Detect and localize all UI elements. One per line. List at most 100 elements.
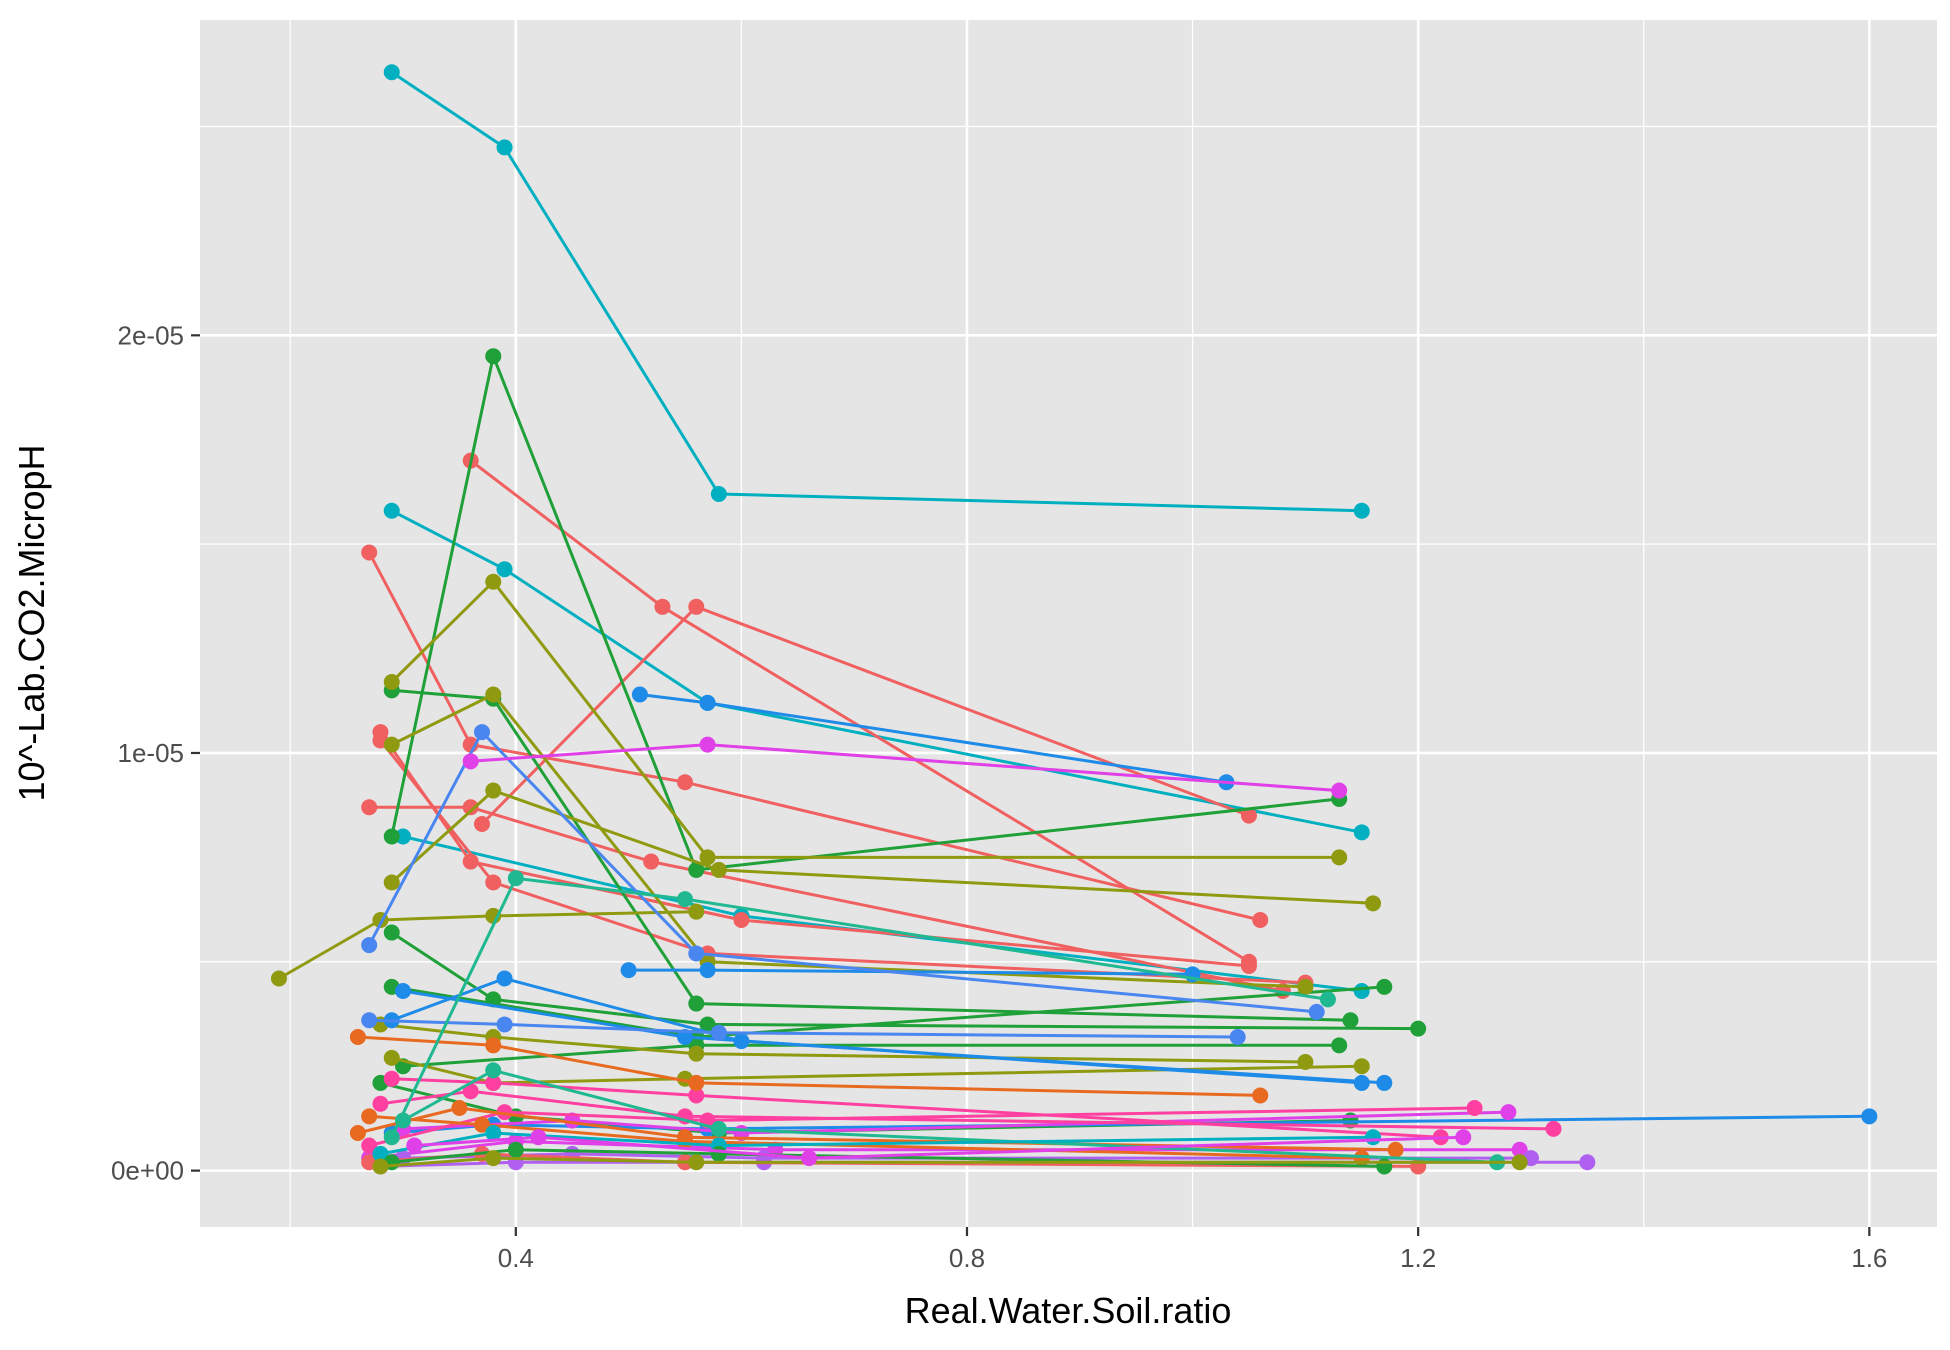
data-point	[496, 139, 513, 156]
data-point	[462, 853, 479, 870]
series-38	[349, 1028, 1269, 1104]
series-line	[390, 580, 1340, 859]
series-line	[391, 693, 1306, 989]
data-point	[1376, 1074, 1393, 1091]
data-point	[383, 1129, 400, 1146]
data-point	[688, 1045, 705, 1062]
series-16	[383, 573, 1348, 866]
data-point	[485, 686, 502, 703]
data-point	[383, 736, 400, 753]
data-point	[372, 1158, 389, 1175]
series-line	[391, 1056, 1362, 1085]
data-point	[383, 1049, 400, 1066]
data-point	[1511, 1154, 1528, 1171]
series-6	[473, 598, 1257, 832]
data-point	[395, 828, 412, 845]
series-layer	[270, 64, 1878, 1175]
data-point	[699, 962, 716, 979]
y-tick-label: 1e-05	[118, 738, 185, 768]
data-point	[1319, 991, 1336, 1008]
data-point	[372, 724, 389, 741]
data-point	[496, 1104, 513, 1121]
series-41	[383, 870, 1336, 1146]
series-23	[620, 962, 1201, 983]
data-point	[1353, 1074, 1370, 1091]
data-point	[1365, 895, 1382, 912]
series-line	[390, 931, 1419, 1031]
data-point	[383, 874, 400, 891]
series-line	[390, 354, 1340, 872]
data-point	[1353, 1058, 1370, 1075]
data-point	[1252, 1087, 1269, 1104]
data-point	[530, 1129, 547, 1146]
series-line	[357, 1035, 1261, 1097]
data-point	[395, 1112, 412, 1129]
data-point	[485, 1037, 502, 1054]
series-1	[383, 64, 1370, 519]
data-point	[688, 1154, 705, 1171]
data-point	[1240, 807, 1257, 824]
y-axis: 0e+00 1e-05 2e-05	[111, 320, 200, 1186]
data-point	[270, 970, 287, 987]
data-point	[710, 486, 727, 503]
data-point	[1252, 912, 1269, 929]
y-tick-label: 2e-05	[118, 320, 185, 350]
data-point	[1353, 502, 1370, 519]
data-point	[507, 870, 524, 887]
data-point	[485, 1074, 502, 1091]
x-tick-label: 0.4	[498, 1243, 534, 1273]
data-point	[733, 912, 750, 929]
data-point	[1365, 1129, 1382, 1146]
data-point	[1376, 978, 1393, 995]
series-line	[402, 1068, 1498, 1164]
data-point	[643, 853, 660, 870]
x-axis-title: Real.Water.Soil.ratio	[905, 1290, 1232, 1331]
data-point	[1353, 824, 1370, 841]
data-point	[361, 1012, 378, 1029]
series-line	[391, 1077, 1441, 1139]
series-line	[390, 70, 1362, 513]
data-point	[1229, 1028, 1246, 1045]
data-point	[349, 1125, 366, 1142]
data-point	[699, 736, 716, 753]
x-tick-label: 0.8	[949, 1243, 985, 1273]
data-point	[688, 1087, 705, 1104]
data-point	[699, 1016, 716, 1033]
data-point	[631, 686, 648, 703]
data-point	[462, 1083, 479, 1100]
x-tick-label: 1.6	[1851, 1243, 1887, 1273]
data-point	[485, 348, 502, 365]
y-tick-label: 0e+00	[111, 1156, 184, 1186]
series-29	[462, 736, 1348, 799]
series-line	[367, 730, 1317, 1014]
series-27	[361, 724, 1325, 1020]
data-point	[1545, 1120, 1562, 1137]
data-point	[361, 544, 378, 561]
data-point	[1455, 1129, 1472, 1146]
data-point	[654, 598, 671, 615]
series-46	[406, 1129, 1472, 1167]
series-26	[395, 983, 1370, 1091]
x-axis: 0.4 0.8 1.2 1.6	[498, 1227, 1887, 1273]
series-17	[383, 782, 1382, 912]
series-line	[367, 551, 1261, 922]
data-point	[485, 1125, 502, 1142]
data-point	[349, 1028, 366, 1045]
data-point	[677, 891, 694, 908]
data-point	[1861, 1108, 1878, 1125]
data-point	[451, 1099, 468, 1116]
series-line	[278, 910, 697, 980]
data-point	[496, 561, 513, 578]
data-point	[473, 815, 490, 832]
series-line	[380, 1089, 1554, 1131]
series-line	[369, 1018, 1238, 1039]
data-point	[688, 995, 705, 1012]
series-line	[369, 805, 1284, 993]
series-line	[414, 1135, 1464, 1160]
data-point	[361, 937, 378, 954]
data-point	[361, 1137, 378, 1154]
data-point	[620, 962, 637, 979]
data-point	[473, 1116, 490, 1133]
series-line	[369, 1114, 1362, 1160]
